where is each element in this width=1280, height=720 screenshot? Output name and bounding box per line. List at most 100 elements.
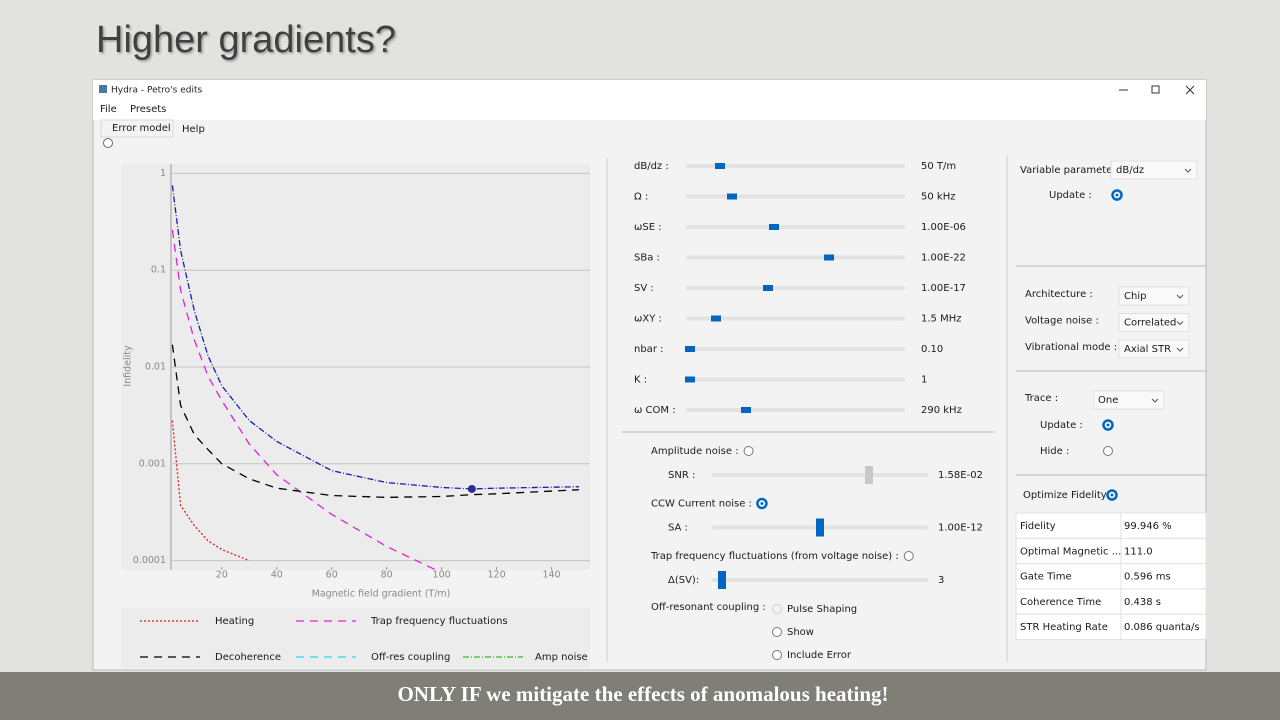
option-label: Show [787, 627, 814, 638]
radio[interactable] [1103, 446, 1113, 456]
noise-param-label: SA : [668, 523, 688, 534]
table-cell [1015, 613, 1122, 641]
x-tick-label: 40 [271, 570, 283, 581]
setting-label: Vibrational mode : [1025, 342, 1117, 353]
noise-label: Trap frequency fluctuations (from voltag… [650, 551, 899, 562]
setting-label: Trace : [1024, 393, 1058, 404]
table-cell [1120, 613, 1207, 641]
y-tick-label: 0.001 [139, 458, 166, 469]
slider-track[interactable] [686, 377, 905, 382]
slider-handle[interactable] [741, 407, 751, 413]
slider-handle[interactable] [711, 315, 721, 322]
close-button[interactable] [1185, 85, 1195, 95]
slider-handle[interactable] [685, 376, 695, 383]
setting-label: Optimize Fidelity : [1023, 490, 1113, 501]
dropdown-value: Axial STR [1124, 344, 1171, 355]
slider-handle[interactable] [763, 285, 773, 291]
dropdown[interactable] [1118, 339, 1190, 359]
slider-handle[interactable] [769, 224, 779, 230]
slider-track[interactable] [686, 316, 905, 321]
radio-dot[interactable] [760, 502, 764, 505]
slider-handle[interactable] [865, 466, 873, 484]
result-value: 99.946 % [1124, 521, 1172, 532]
noise-label: Amplitude noise : [651, 446, 739, 457]
param-value: 1.00E-17 [921, 283, 966, 294]
param-value: 1.00E-22 [921, 253, 966, 264]
radio-dot[interactable] [1115, 193, 1119, 197]
slider-handle[interactable] [727, 193, 737, 200]
param-label: Ω : [634, 192, 648, 203]
menu-item[interactable]: Presets [130, 104, 166, 115]
window-title: Hydra - Petro's edits [111, 86, 202, 96]
title-bar [93, 80, 1206, 120]
result-value: 0.086 quanta/s [1124, 622, 1200, 633]
result-label: Coherence Time [1020, 597, 1101, 608]
slide-title: Higher gradients? [96, 19, 396, 61]
dropdown[interactable] [1110, 160, 1198, 180]
slider-track[interactable] [712, 473, 928, 477]
radio[interactable] [903, 551, 914, 561]
noise-param-label: Δ(SV): [668, 575, 699, 586]
dropdown-value: dB/dz [1116, 165, 1144, 176]
radio[interactable] [743, 446, 754, 456]
slider-handle[interactable] [816, 518, 824, 537]
slider-track[interactable] [712, 578, 928, 582]
noise-label: CCW Current noise : [651, 499, 752, 510]
radio-dot[interactable] [1106, 423, 1110, 427]
slider-track[interactable] [686, 255, 905, 260]
slider-track[interactable] [686, 225, 905, 229]
tab-label[interactable]: Help [182, 124, 205, 135]
radio-disabled [772, 604, 782, 614]
slider-handle[interactable] [824, 254, 834, 261]
table-cell [1120, 512, 1207, 539]
x-tick-label: 100 [433, 570, 451, 581]
table-cell [1015, 512, 1122, 539]
x-tick-label: 20 [216, 570, 228, 581]
menu-item[interactable]: File [100, 104, 117, 115]
dropdown-arrow[interactable] [1151, 398, 1159, 403]
slider-track[interactable] [686, 286, 905, 290]
dropdown[interactable] [1118, 286, 1190, 306]
slider-track[interactable] [686, 164, 905, 168]
result-value: 0.438 s [1124, 597, 1161, 608]
dropdown-arrow[interactable] [1176, 294, 1184, 299]
radio[interactable] [103, 138, 113, 148]
x-tick-label: 80 [381, 570, 393, 581]
result-label: Fidelity [1020, 521, 1056, 532]
table-cell [1120, 537, 1207, 565]
radio-dot[interactable] [1110, 493, 1114, 497]
result-label: Gate Time [1020, 572, 1072, 583]
dropdown-value: One [1098, 395, 1118, 406]
legend-label: Off-res coupling [371, 652, 450, 663]
slider-handle[interactable] [715, 163, 725, 169]
slider-handle[interactable] [718, 571, 726, 589]
param-value: 1.5 MHz [921, 314, 961, 325]
table-cell [1120, 563, 1207, 590]
slider-track[interactable] [686, 194, 905, 199]
dropdown-arrow[interactable] [1176, 321, 1184, 326]
param-label: ωXY : [634, 314, 662, 325]
result-label: STR Heating Rate [1020, 622, 1108, 633]
tab-label[interactable]: Error model [112, 123, 171, 134]
dropdown-arrow[interactable] [1176, 347, 1184, 352]
param-label: ω COM : [634, 405, 676, 416]
slider-handle[interactable] [685, 346, 695, 352]
slider-track[interactable] [686, 408, 905, 412]
result-label: Optimal Magnetic ... [1020, 546, 1121, 557]
tab-active[interactable] [100, 119, 174, 138]
maximize-button[interactable] [1151, 85, 1160, 94]
radio[interactable] [772, 627, 782, 637]
option-label: Include Error [787, 650, 852, 661]
radio[interactable] [772, 650, 782, 660]
optimum-marker [467, 484, 476, 493]
y-axis-label: Infidelity [123, 345, 134, 387]
dropdown[interactable] [1118, 313, 1190, 332]
legend-label: Amp noise [535, 652, 588, 663]
option-label: Pulse Shaping [787, 604, 857, 615]
dropdown-arrow[interactable] [1184, 168, 1192, 173]
y-tick-label: 0.0001 [133, 555, 166, 566]
dropdown[interactable] [1093, 390, 1165, 410]
slider-track[interactable] [686, 347, 905, 351]
noise-param-value: 3 [938, 575, 944, 586]
